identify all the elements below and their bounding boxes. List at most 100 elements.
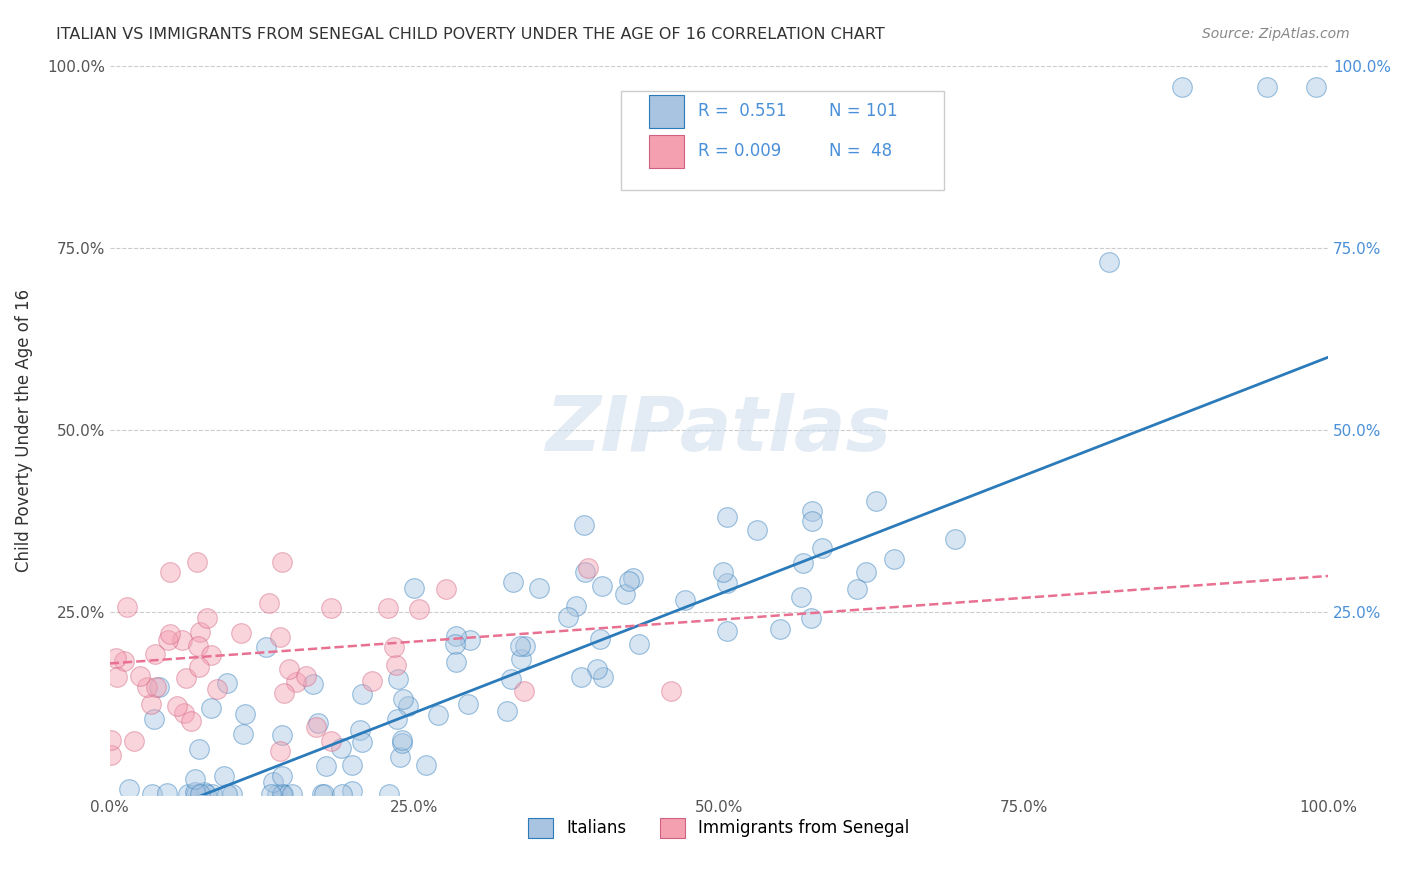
Point xyxy=(205,681,228,696)
Text: Source: ZipAtlas.com: Source: ZipAtlas.com xyxy=(1202,27,1350,41)
Point xyxy=(145,680,167,694)
Point xyxy=(388,750,411,764)
Point xyxy=(305,720,328,734)
Point xyxy=(271,787,294,801)
Point xyxy=(811,541,834,556)
Point xyxy=(200,701,222,715)
Point xyxy=(105,651,128,665)
Point xyxy=(141,787,163,801)
Point xyxy=(232,727,254,741)
Point xyxy=(592,670,614,684)
Point xyxy=(215,787,238,801)
Point xyxy=(269,744,291,758)
Point xyxy=(792,556,814,570)
Point xyxy=(156,633,179,648)
Point xyxy=(402,582,425,596)
Point xyxy=(384,640,406,654)
Point xyxy=(143,712,166,726)
Text: N =  48: N = 48 xyxy=(828,142,891,160)
Point xyxy=(201,787,224,801)
Point xyxy=(270,787,292,801)
Point xyxy=(118,782,141,797)
Point xyxy=(434,582,457,597)
Point xyxy=(188,742,211,756)
Point xyxy=(173,706,195,721)
Point xyxy=(408,601,430,615)
Point xyxy=(100,747,122,762)
Point xyxy=(254,640,277,654)
Point xyxy=(564,599,586,614)
Point xyxy=(883,551,905,566)
Point xyxy=(496,705,519,719)
Point xyxy=(800,504,823,518)
Point xyxy=(315,759,337,773)
Point xyxy=(391,736,413,750)
Point xyxy=(278,662,301,676)
Point xyxy=(711,565,734,579)
Point xyxy=(499,672,522,686)
Point xyxy=(340,758,363,772)
Point xyxy=(233,707,256,722)
Point xyxy=(716,576,738,591)
Point xyxy=(186,555,208,569)
Point xyxy=(350,688,373,702)
Point xyxy=(141,697,163,711)
Point xyxy=(384,657,406,672)
Point xyxy=(148,680,170,694)
Point xyxy=(195,787,218,801)
Point xyxy=(349,723,371,737)
Point xyxy=(195,611,218,625)
Point xyxy=(257,596,280,610)
Point xyxy=(166,699,188,714)
Point xyxy=(444,629,467,643)
Point xyxy=(273,686,295,700)
Point xyxy=(122,734,145,748)
Point xyxy=(174,671,197,685)
Point xyxy=(627,636,650,650)
Point xyxy=(269,630,291,644)
Point xyxy=(271,555,294,569)
Point xyxy=(800,611,823,625)
Bar xyxy=(650,95,683,128)
Legend: Italians, Immigrants from Senegal: Italians, Immigrants from Senegal xyxy=(522,811,917,845)
Point xyxy=(529,581,551,595)
Point xyxy=(790,590,813,604)
Point xyxy=(716,624,738,639)
Point xyxy=(159,627,181,641)
Point xyxy=(1098,255,1121,269)
Point xyxy=(100,732,122,747)
Point xyxy=(385,712,408,726)
FancyBboxPatch shape xyxy=(621,91,945,189)
Point xyxy=(295,668,318,682)
Point xyxy=(280,787,302,801)
Point xyxy=(360,673,382,688)
Point xyxy=(621,571,644,585)
Point xyxy=(391,733,413,747)
Bar xyxy=(650,135,683,168)
Point xyxy=(1256,80,1278,95)
Point xyxy=(188,625,211,640)
Point xyxy=(307,716,329,731)
Point xyxy=(156,786,179,800)
Point xyxy=(129,668,152,682)
Point xyxy=(586,662,609,676)
Point xyxy=(319,600,342,615)
Text: R =  0.551: R = 0.551 xyxy=(699,102,787,120)
Text: ZIPatlas: ZIPatlas xyxy=(546,393,891,467)
Point xyxy=(143,647,166,661)
Point xyxy=(314,787,336,801)
Point xyxy=(747,523,769,537)
Point xyxy=(574,566,596,580)
Point xyxy=(159,565,181,579)
Point xyxy=(187,640,209,654)
Point xyxy=(661,684,683,698)
Point xyxy=(574,517,596,532)
Point xyxy=(270,728,292,742)
Point xyxy=(188,660,211,674)
Point xyxy=(589,632,612,646)
Point xyxy=(427,708,450,723)
Text: N = 101: N = 101 xyxy=(828,102,897,120)
Point xyxy=(444,655,467,669)
Point xyxy=(115,599,138,614)
Point xyxy=(262,775,284,789)
